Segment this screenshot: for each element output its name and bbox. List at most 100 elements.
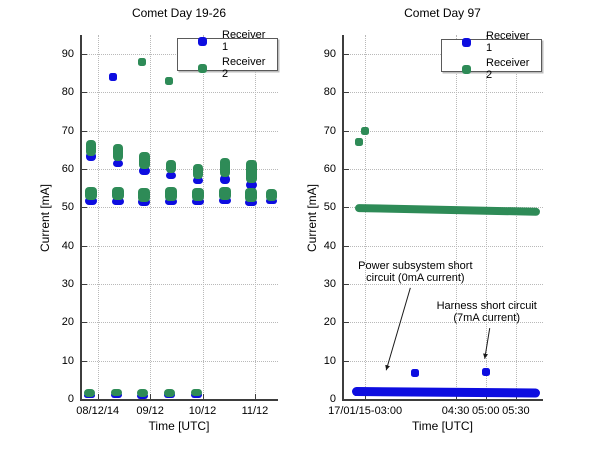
y-tick-label: 60 [323, 163, 336, 176]
x-tick-mark [365, 394, 367, 399]
y-tick-mark [344, 399, 349, 400]
data-cluster-receiver1 [85, 197, 98, 206]
data-point-receiver1 [108, 73, 117, 82]
y-tick-mark [344, 322, 349, 324]
y-tick-mark [344, 54, 349, 56]
data-cluster-receiver2 [137, 389, 149, 398]
x-tick-label: 11/12 [241, 405, 269, 417]
y-tick-mark [344, 169, 349, 171]
data-point-receiver2 [137, 57, 146, 66]
y-gridline [82, 284, 278, 286]
y-tick-label: 90 [61, 48, 74, 61]
y-gridline [344, 284, 543, 286]
legend-item-receiver1: Receiver 1 [446, 30, 537, 54]
data-cluster-receiver2 [191, 188, 204, 201]
right-legend: Receiver 1 Receiver 2 [441, 30, 542, 81]
data-cluster-receiver2 [219, 157, 230, 177]
y-gridline [82, 130, 278, 132]
legend-label-receiver2: Receiver 2 [486, 57, 530, 81]
data-cluster-receiver2 [84, 388, 96, 397]
x-gridline [254, 35, 256, 399]
data-cluster-receiver2 [190, 388, 202, 397]
left-y-axis-label: Current [mA] [38, 183, 52, 253]
data-cluster-receiver2 [138, 151, 150, 170]
data-cluster-receiver2 [218, 187, 231, 200]
data-cluster-receiver2 [166, 159, 177, 173]
data-cluster-receiver2 [86, 140, 97, 156]
y-tick-mark [344, 284, 349, 286]
left-x-axis-label: Time [UTC] [148, 419, 210, 433]
x-tick-label: 10/12 [188, 405, 217, 417]
y-tick-label: 30 [61, 278, 74, 291]
data-cluster-receiver1 [245, 198, 258, 207]
data-cluster-receiver1 [86, 151, 97, 162]
data-cluster-receiver2 [245, 159, 257, 183]
y-tick-label: 20 [61, 316, 74, 329]
data-cluster-receiver1 [113, 159, 124, 168]
data-point-receiver2 [355, 138, 364, 147]
y-tick-mark [82, 130, 87, 132]
data-point-receiver2 [361, 126, 370, 135]
y-tick-label: 0 [329, 393, 336, 405]
y-gridline [344, 169, 543, 171]
y-tick-label: 80 [61, 86, 74, 99]
x-tick-label: 05:30 [502, 405, 530, 417]
data-point-receiver1 [481, 368, 490, 377]
data-cluster-receiver1 [166, 171, 177, 179]
data-cluster-receiver1 [165, 197, 178, 206]
x-gridline [365, 35, 367, 399]
y-tick-label: 0 [67, 393, 74, 405]
left-plot-title: Comet Day 19-26 [131, 6, 227, 20]
data-band-receiver1 [351, 387, 540, 398]
y-tick-mark [344, 207, 349, 209]
y-gridline [82, 207, 278, 209]
y-tick-mark [344, 360, 349, 362]
y-gridline [344, 130, 543, 132]
y-tick-label: 40 [323, 239, 336, 252]
left-legend: Receiver 1 Receiver 2 [177, 29, 278, 80]
x-tick-mark [202, 394, 204, 399]
data-cluster-receiver1 [245, 180, 257, 190]
data-cluster-receiver2 [112, 187, 125, 200]
data-cluster-receiver1 [138, 167, 150, 175]
y-tick-label: 20 [323, 316, 336, 329]
x-tick-label: 08/12/14 [76, 405, 120, 417]
data-cluster-receiver2 [138, 188, 151, 202]
y-gridline [82, 322, 278, 324]
y-gridline [82, 245, 278, 247]
left-plot-area: 0 10 20 30 40 50 60 70 80 90 08/12/14 09/12 10/12 11/… [62, 35, 278, 417]
data-cluster-receiver2 [110, 388, 122, 397]
annotation-text: Power subsystem short circuit (0mA curren… [358, 261, 472, 284]
y-tick-mark [82, 322, 87, 324]
y-gridline [82, 360, 278, 362]
right-x-axis-label: Time [UTC] [412, 419, 473, 433]
x-gridline [485, 35, 487, 399]
y-gridline [344, 322, 543, 324]
annotation-text-line: Harness short circuit [436, 300, 537, 313]
y-tick-mark [82, 54, 87, 56]
data-cluster-receiver2 [164, 388, 176, 397]
y-tick-mark [344, 245, 349, 247]
annotation-text-line: Power subsystem short [358, 260, 473, 273]
data-cluster-receiver1 [138, 197, 151, 207]
y-gridline [344, 360, 543, 362]
annotation-arrow [385, 287, 411, 371]
data-cluster-receiver2 [165, 187, 178, 201]
data-point-receiver2 [164, 76, 173, 85]
y-tick-label: 30 [323, 278, 336, 291]
y-tick-mark [82, 284, 87, 286]
data-band-receiver2 [354, 203, 541, 216]
x-gridline [455, 35, 457, 399]
y-tick-label: 40 [61, 239, 74, 252]
x-tick-label: 09/12 [136, 405, 164, 417]
y-tick-label: 10 [323, 354, 336, 367]
x-tick-label: 05:00 [471, 405, 500, 417]
data-cluster-receiver2 [85, 187, 98, 200]
legend-label-receiver1: Receiver 1 [486, 30, 530, 54]
y-gridline [82, 169, 278, 171]
x-tick-mark [254, 394, 256, 399]
receiver2-marker-icon [198, 63, 207, 73]
data-cluster-receiver1 [191, 197, 204, 206]
receiver1-marker-icon [198, 36, 207, 46]
